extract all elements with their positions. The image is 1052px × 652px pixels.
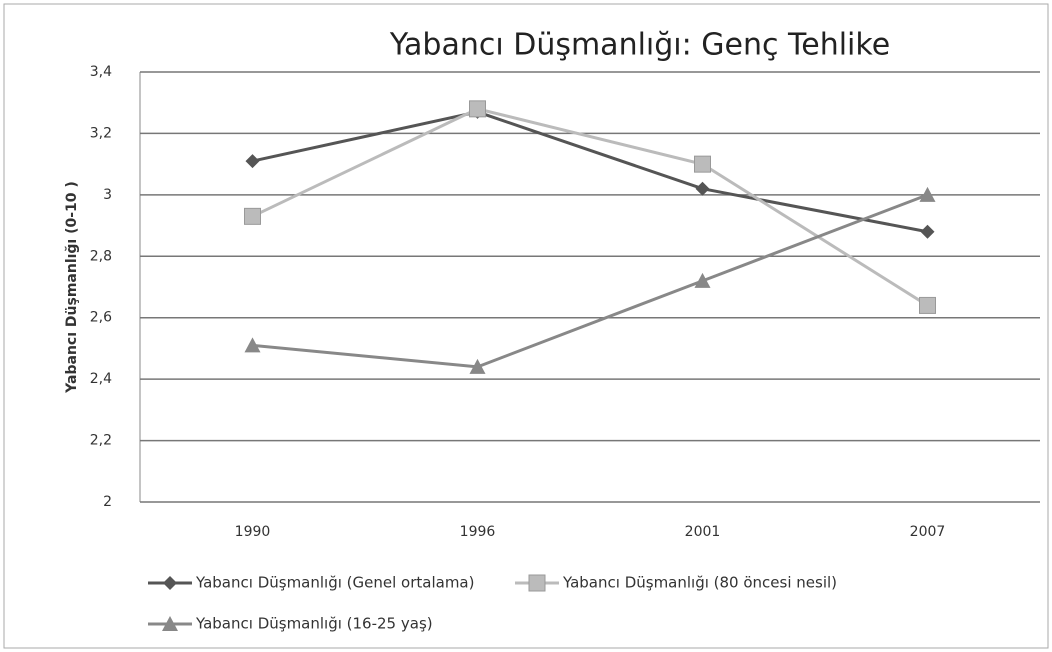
y-tick-label: 3,4 bbox=[90, 64, 112, 80]
data-point bbox=[244, 207, 261, 225]
data-point bbox=[695, 181, 710, 196]
x-tick-label: 2007 bbox=[910, 524, 946, 540]
data-point bbox=[919, 296, 936, 314]
series-line bbox=[252, 110, 928, 234]
chart-border bbox=[3, 3, 1049, 649]
data-point bbox=[245, 154, 260, 169]
y-tick-label: 2 bbox=[103, 494, 112, 510]
series-line bbox=[252, 193, 929, 369]
series-line bbox=[251, 107, 929, 307]
chart-title: Yabancı Düşmanlığı: Genç Tehlike bbox=[389, 28, 890, 63]
y-tick-label: 3,2 bbox=[90, 125, 112, 141]
y-tick-label: 3 bbox=[103, 187, 112, 203]
data-point bbox=[920, 224, 935, 239]
data-point bbox=[919, 186, 936, 202]
y-tick-label: 2,8 bbox=[90, 248, 112, 264]
legend-marker bbox=[163, 576, 177, 590]
data-point bbox=[469, 100, 486, 118]
x-tick-label: 1996 bbox=[460, 524, 496, 540]
data-point bbox=[469, 358, 486, 374]
legend-marker bbox=[528, 574, 546, 592]
data-point bbox=[694, 272, 711, 288]
legend-label: Yabancı Düşmanlığı (16-25 yaş) bbox=[195, 615, 433, 633]
x-tick-label: 1990 bbox=[235, 524, 271, 540]
data-point bbox=[244, 337, 261, 353]
y-axis-label: Yabancı Düşmanlığı (0-10 ) bbox=[64, 181, 80, 394]
x-tick-label: 2001 bbox=[685, 524, 721, 540]
y-tick-label: 2,2 bbox=[90, 433, 112, 449]
y-tick-label: 2,6 bbox=[90, 310, 112, 326]
legend-label: Yabancı Düşmanlığı (Genel ortalama) bbox=[195, 574, 474, 592]
y-tick-label: 2,4 bbox=[90, 371, 112, 387]
legend-marker bbox=[162, 616, 178, 631]
legend-label: Yabancı Düşmanlığı (80 öncesi nesil) bbox=[562, 574, 837, 592]
data-point bbox=[694, 155, 711, 173]
